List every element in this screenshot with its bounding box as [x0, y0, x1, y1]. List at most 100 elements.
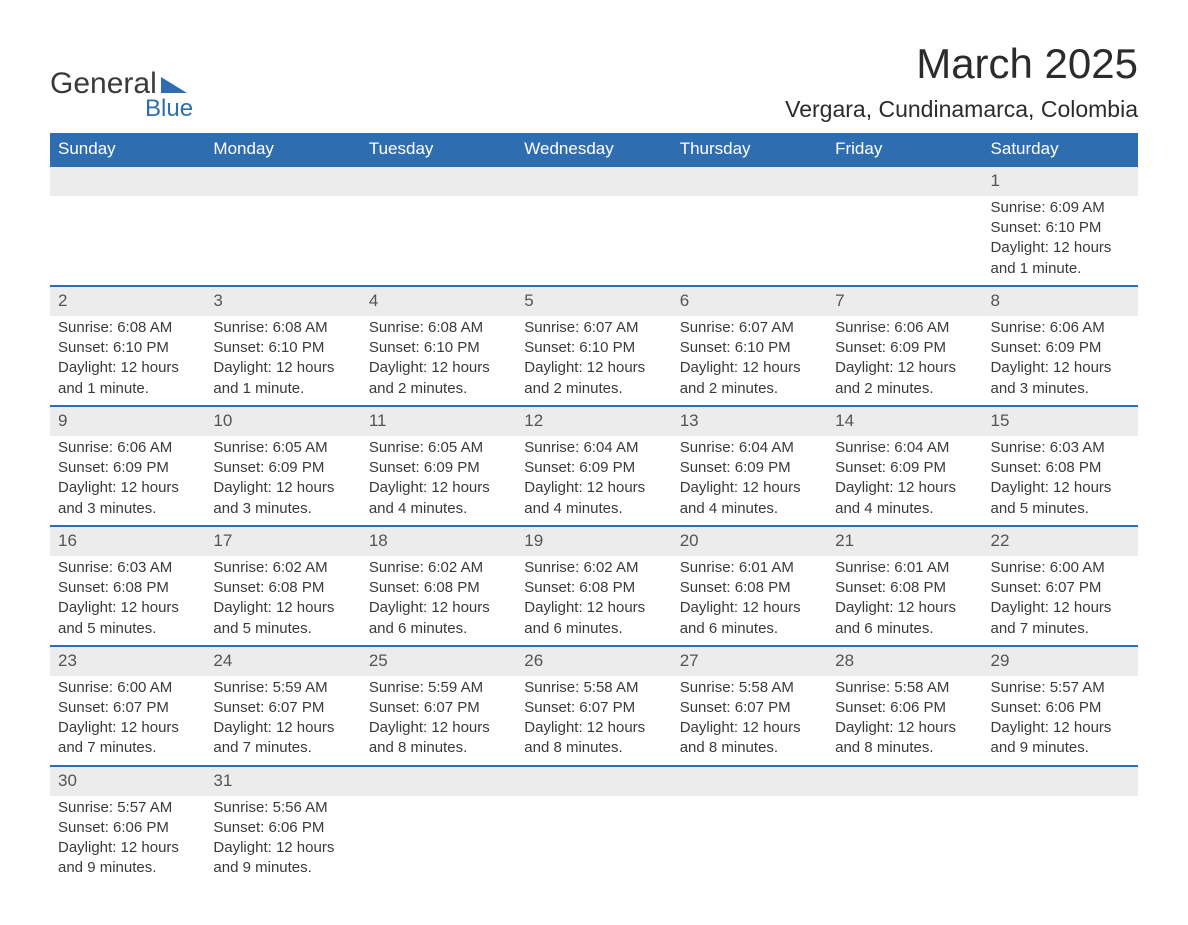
day-number-cell [672, 766, 827, 796]
day-number: 31 [205, 767, 360, 796]
day-body: Sunrise: 6:00 AMSunset: 6:07 PMDaylight:… [983, 556, 1138, 645]
sunset-line: Sunset: 6:09 PM [835, 338, 974, 358]
day-number-cell: 15 [983, 406, 1138, 436]
day-number-cell: 30 [50, 766, 205, 796]
sunrise-line: Sunrise: 5:58 AM [680, 678, 819, 698]
sunrise-line: Sunrise: 6:03 AM [991, 438, 1130, 458]
day-number: 15 [983, 407, 1138, 436]
daylight-line: Daylight: 12 hours and 7 minutes. [58, 718, 197, 759]
day-cell: Sunrise: 6:01 AMSunset: 6:08 PMDaylight:… [827, 556, 982, 646]
sunset-line: Sunset: 6:07 PM [524, 698, 663, 718]
sunset-line: Sunset: 6:10 PM [524, 338, 663, 358]
week-content-row: Sunrise: 6:00 AMSunset: 6:07 PMDaylight:… [50, 676, 1138, 766]
day-number-cell: 22 [983, 526, 1138, 556]
sunrise-line: Sunrise: 5:57 AM [991, 678, 1130, 698]
week-content-row: Sunrise: 6:06 AMSunset: 6:09 PMDaylight:… [50, 436, 1138, 526]
sunset-line: Sunset: 6:08 PM [991, 458, 1130, 478]
day-cell [827, 796, 982, 885]
day-body: Sunrise: 5:59 AMSunset: 6:07 PMDaylight:… [205, 676, 360, 765]
day-cell: Sunrise: 6:01 AMSunset: 6:08 PMDaylight:… [672, 556, 827, 646]
day-number: 23 [50, 647, 205, 676]
day-cell: Sunrise: 6:02 AMSunset: 6:08 PMDaylight:… [361, 556, 516, 646]
day-cell: Sunrise: 6:05 AMSunset: 6:09 PMDaylight:… [361, 436, 516, 526]
logo-text-general: General [50, 67, 157, 101]
day-number-cell: 26 [516, 646, 671, 676]
day-body: Sunrise: 6:02 AMSunset: 6:08 PMDaylight:… [205, 556, 360, 645]
day-number-cell: 25 [361, 646, 516, 676]
day-cell [827, 196, 982, 286]
daylight-line: Daylight: 12 hours and 7 minutes. [991, 598, 1130, 639]
day-number-cell: 9 [50, 406, 205, 436]
week-daynum-row: 16171819202122 [50, 526, 1138, 556]
day-number: 27 [672, 647, 827, 676]
dow-header: Thursday [672, 133, 827, 166]
sunrise-line: Sunrise: 6:08 AM [58, 318, 197, 338]
day-cell: Sunrise: 6:06 AMSunset: 6:09 PMDaylight:… [827, 316, 982, 406]
sunset-line: Sunset: 6:08 PM [524, 578, 663, 598]
sunrise-line: Sunrise: 5:58 AM [835, 678, 974, 698]
sunrise-line: Sunrise: 6:05 AM [213, 438, 352, 458]
day-body: Sunrise: 5:57 AMSunset: 6:06 PMDaylight:… [983, 676, 1138, 765]
day-cell [50, 196, 205, 286]
week-content-row: Sunrise: 6:09 AMSunset: 6:10 PMDaylight:… [50, 196, 1138, 286]
title-block: March 2025 Vergara, Cundinamarca, Colomb… [785, 40, 1138, 123]
day-number: 17 [205, 527, 360, 556]
day-number-cell [672, 166, 827, 196]
daylight-line: Daylight: 12 hours and 1 minute. [213, 358, 352, 399]
week-content-row: Sunrise: 6:08 AM Sunset: 6:10 PM Daylight:… [50, 316, 1138, 406]
sunset-line: Sunset: 6:07 PM [213, 698, 352, 718]
dow-header: Tuesday [361, 133, 516, 166]
sunset-line: Sunset: 6:08 PM [58, 578, 197, 598]
day-body: Sunrise: 6:04 AMSunset: 6:09 PMDaylight:… [672, 436, 827, 525]
day-number-cell [516, 766, 671, 796]
sunrise-line: Sunrise: 6:00 AM [991, 558, 1130, 578]
day-number-cell: 3 [205, 286, 360, 316]
sunrise-line: Sunrise: 6:01 AM [835, 558, 974, 578]
daylight-line: Daylight: 12 hours and 6 minutes. [680, 598, 819, 639]
day-number-cell [205, 166, 360, 196]
daylight-line: Daylight: 12 hours and 6 minutes. [524, 598, 663, 639]
sunrise-line: Sunrise: 6:02 AM [369, 558, 508, 578]
day-number-cell: 6 [672, 286, 827, 316]
day-number: 3 [205, 287, 360, 316]
day-number-cell: 28 [827, 646, 982, 676]
day-number-cell: 29 [983, 646, 1138, 676]
calendar-body: 1Sunrise: 6:09 AMSunset: 6:10 PMDaylight… [50, 166, 1138, 885]
sunrise-line: Sunrise: 6:06 AM [991, 318, 1130, 338]
day-cell [361, 196, 516, 286]
day-number: 16 [50, 527, 205, 556]
day-body: Sunrise: 6:07 AMSunset: 6:10 PMDaylight:… [672, 316, 827, 405]
day-number-cell: 17 [205, 526, 360, 556]
day-body: Sunrise: 6:06 AMSunset: 6:09 PMDaylight:… [50, 436, 205, 525]
sunset-line: Sunset: 6:07 PM [680, 698, 819, 718]
day-cell: Sunrise: 5:57 AMSunset: 6:06 PMDaylight:… [50, 796, 205, 885]
day-number-cell: 24 [205, 646, 360, 676]
sunrise-line: Sunrise: 5:57 AM [58, 798, 197, 818]
day-body: Sunrise: 6:03 AMSunset: 6:08 PMDaylight:… [50, 556, 205, 645]
day-number-cell: 2 [50, 286, 205, 316]
week-daynum-row: 2345678 [50, 286, 1138, 316]
sunrise-line: Sunrise: 6:04 AM [835, 438, 974, 458]
day-cell [672, 796, 827, 885]
sunrise-line: Sunrise: 6:06 AM [58, 438, 197, 458]
daylight-line: Daylight: 12 hours and 4 minutes. [524, 478, 663, 519]
day-body: Sunrise: 5:58 AMSunset: 6:07 PMDaylight:… [516, 676, 671, 765]
sunrise-line: Sunrise: 6:04 AM [524, 438, 663, 458]
sunset-line: Sunset: 6:08 PM [213, 578, 352, 598]
day-cell: Sunrise: 5:58 AMSunset: 6:07 PMDaylight:… [672, 676, 827, 766]
sunset-line: Sunset: 6:09 PM [991, 338, 1130, 358]
day-number-cell [516, 166, 671, 196]
sunrise-line: Sunrise: 6:06 AM [835, 318, 974, 338]
daylight-line: Daylight: 12 hours and 5 minutes. [213, 598, 352, 639]
day-body: Sunrise: 6:05 AMSunset: 6:09 PMDaylight:… [205, 436, 360, 525]
day-body: Sunrise: 6:03 AMSunset: 6:08 PMDaylight:… [983, 436, 1138, 525]
sunset-line: Sunset: 6:06 PM [835, 698, 974, 718]
day-cell: Sunrise: 6:05 AMSunset: 6:09 PMDaylight:… [205, 436, 360, 526]
week-daynum-row: 3031 [50, 766, 1138, 796]
day-body: Sunrise: 5:59 AMSunset: 6:07 PMDaylight:… [361, 676, 516, 765]
sunrise-line: Sunrise: 6:02 AM [524, 558, 663, 578]
week-content-row: Sunrise: 6:03 AMSunset: 6:08 PMDaylight:… [50, 556, 1138, 646]
page-title: March 2025 [785, 40, 1138, 88]
sunset-line: Sunset: 6:08 PM [680, 578, 819, 598]
calendar-head: SundayMondayTuesdayWednesdayThursdayFrid… [50, 133, 1138, 166]
